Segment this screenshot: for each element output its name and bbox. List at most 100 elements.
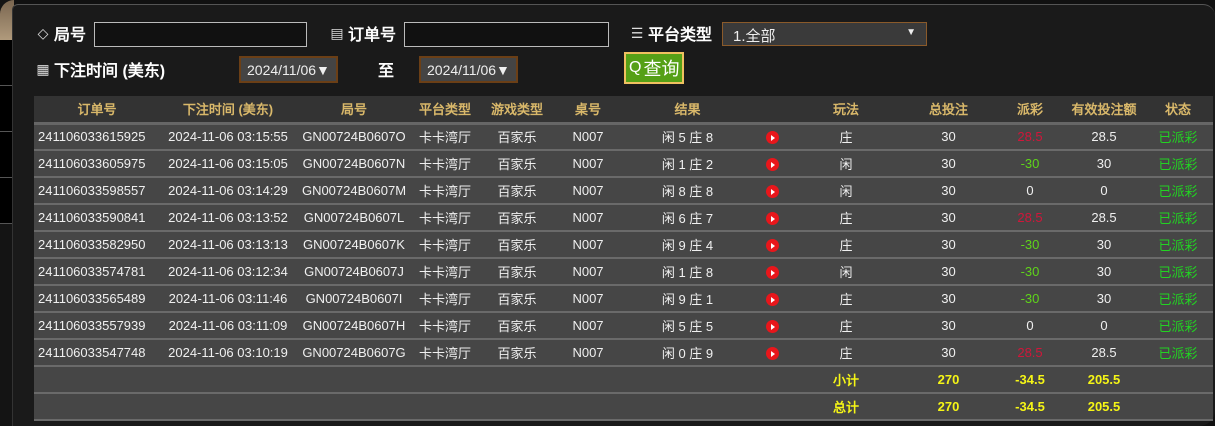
query-button[interactable]: Q 查询: [624, 52, 685, 84]
cell-status: 已派彩: [1143, 285, 1213, 313]
cell-valid: 0: [1065, 312, 1143, 340]
cell-game: 百家乐: [478, 177, 556, 205]
table-row[interactable]: 241106033547748 2024-11-06 03:10:19 GN0072…: [34, 339, 1213, 367]
cell-bet: 30: [902, 150, 995, 178]
video-replay-cell[interactable]: [755, 204, 790, 232]
cell-payout: 28.5: [995, 204, 1065, 232]
play-video-icon[interactable]: [766, 293, 779, 307]
cell-status: 已派彩: [1143, 312, 1213, 340]
cell-platform: 卡卡湾厅: [412, 339, 478, 367]
sidebar-item[interactable]: [0, 40, 14, 86]
total-label: 总计: [790, 393, 902, 421]
cell-result: 闲 9 庄 4: [620, 231, 755, 259]
cell-order: 241106033582950: [34, 231, 160, 259]
cell-round: GN00724B0607J: [296, 258, 412, 286]
video-replay-cell[interactable]: [755, 339, 790, 367]
cell-bet: 30: [902, 258, 995, 286]
video-replay-cell[interactable]: [755, 312, 790, 340]
cell-valid: 30: [1065, 231, 1143, 259]
spacer: [34, 366, 790, 394]
play-video-icon[interactable]: [766, 239, 779, 253]
cell-platform: 卡卡湾厅: [412, 285, 478, 313]
cell-valid: 28.5: [1065, 123, 1143, 151]
table-row[interactable]: 241106033565489 2024-11-06 03:11:46 GN0072…: [34, 285, 1213, 313]
cell-result: 闲 8 庄 8: [620, 177, 755, 205]
video-replay-cell[interactable]: [755, 177, 790, 205]
cell-play: 庄: [790, 123, 902, 151]
order-input[interactable]: [404, 22, 609, 47]
sidebar-item[interactable]: [0, 178, 14, 224]
cell-round: GN00724B0607M: [296, 177, 412, 205]
cell-status: 已派彩: [1143, 150, 1213, 178]
table-header: 订单号 下注时间 (美东) 局号 平台类型 游戏类型 桌号 结果 玩法 总投注 派彩 有效投注额 状态: [34, 96, 1213, 125]
cell-valid: 28.5: [1065, 204, 1143, 232]
column-header: 派彩: [995, 96, 1065, 125]
search-icon: Q: [629, 59, 642, 76]
cell-valid: 28.5: [1065, 339, 1143, 367]
column-header: 有效投注额: [1065, 96, 1143, 125]
cell-time: 2024-11-06 03:15:05: [160, 150, 296, 178]
date-from-picker[interactable]: 2024/11/06▼: [239, 56, 338, 83]
play-video-icon[interactable]: [766, 320, 779, 334]
video-replay-cell[interactable]: [755, 285, 790, 313]
round-input[interactable]: [94, 22, 307, 47]
video-replay-cell[interactable]: [755, 258, 790, 286]
cell-round: GN00724B0607I: [296, 285, 412, 313]
cell-result: 闲 0 庄 9: [620, 339, 755, 367]
cell-time: 2024-11-06 03:13:13: [160, 231, 296, 259]
calendar-icon: ▦: [36, 61, 50, 77]
cell-payout: -30: [995, 285, 1065, 313]
cell-round: GN00724B0607O: [296, 123, 412, 151]
table-row[interactable]: 241106033557939 2024-11-06 03:11:09 GN0072…: [34, 312, 1213, 340]
table-row[interactable]: 241106033574781 2024-11-06 03:12:34 GN0072…: [34, 258, 1213, 286]
cell-game: 百家乐: [478, 231, 556, 259]
table-row[interactable]: 241106033590841 2024-11-06 03:13:52 GN0072…: [34, 204, 1213, 232]
time-label-text: 下注时间 (美东): [54, 63, 166, 80]
cell-time: 2024-11-06 03:13:52: [160, 204, 296, 232]
play-video-icon[interactable]: [766, 266, 779, 280]
cell-payout: 28.5: [995, 123, 1065, 151]
column-header: 下注时间 (美东): [160, 96, 296, 125]
play-video-icon[interactable]: [766, 212, 779, 226]
play-video-icon[interactable]: [766, 131, 779, 145]
cell-play: 庄: [790, 231, 902, 259]
table-row[interactable]: 241106033615925 2024-11-06 03:15:55 GN0072…: [34, 123, 1213, 151]
play-video-icon[interactable]: [766, 347, 779, 361]
video-replay-cell[interactable]: [755, 150, 790, 178]
cell-bet: 30: [902, 123, 995, 151]
video-replay-cell[interactable]: [755, 231, 790, 259]
sidebar-item[interactable]: [0, 132, 14, 178]
play-video-icon[interactable]: [766, 158, 779, 172]
cell-platform: 卡卡湾厅: [412, 177, 478, 205]
cell-round: GN00724B0607G: [296, 339, 412, 367]
play-video-icon[interactable]: [766, 185, 779, 199]
subtotal-label: 小计: [790, 366, 902, 394]
table-row[interactable]: 241106033582950 2024-11-06 03:13:13 GN0072…: [34, 231, 1213, 259]
cell-table: N007: [556, 285, 620, 313]
cell-result: 闲 6 庄 7: [620, 204, 755, 232]
clipboard-icon: ▤: [330, 25, 344, 41]
date-to-picker[interactable]: 2024/11/06▼: [419, 56, 518, 83]
bet-records-table: 订单号 下注时间 (美东) 局号 平台类型 游戏类型 桌号 结果 玩法 总投注 派彩 有效投注额 状态…: [34, 96, 1213, 421]
cell-platform: 卡卡湾厅: [412, 123, 478, 151]
cell-payout: -30: [995, 258, 1065, 286]
cell-round: GN00724B0607H: [296, 312, 412, 340]
platform-label-text: 平台类型: [648, 27, 713, 44]
query-button-label: 查询: [643, 59, 680, 79]
cell-play: 庄: [790, 204, 902, 232]
platform-label: ☰ 平台类型: [629, 21, 712, 45]
sidebar-item[interactable]: [0, 86, 14, 132]
video-replay-cell[interactable]: [755, 123, 790, 151]
subtotal-row: 小计 270 -34.5 205.5: [34, 366, 1213, 394]
cell-bet: 30: [902, 177, 995, 205]
table-row[interactable]: 241106033605975 2024-11-06 03:15:05 GN0072…: [34, 150, 1213, 178]
cell-status: 已派彩: [1143, 339, 1213, 367]
cell-table: N007: [556, 123, 620, 151]
column-header: 局号: [296, 96, 412, 125]
cell-game: 百家乐: [478, 258, 556, 286]
column-header: 玩法: [790, 96, 902, 125]
table-row[interactable]: 241106033598557 2024-11-06 03:14:29 GN0072…: [34, 177, 1213, 205]
platform-select[interactable]: 1.全部 ▼: [722, 22, 927, 46]
cell-time: 2024-11-06 03:14:29: [160, 177, 296, 205]
cell-table: N007: [556, 177, 620, 205]
